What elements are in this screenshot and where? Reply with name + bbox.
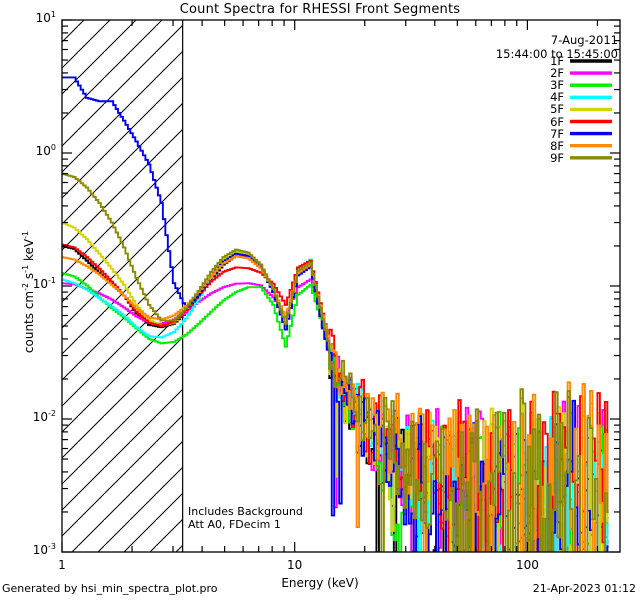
observation-time-range: 15:44:00 to 15:45:00 xyxy=(495,47,618,61)
x-tick-label-0: 1 xyxy=(58,558,66,572)
legend-label-6f: 6F xyxy=(550,114,564,129)
y-axis-label: counts cm-2 s-1 keV-1 xyxy=(21,167,36,417)
excluded-energy-band xyxy=(62,20,184,552)
legend-label-8f: 8F xyxy=(550,138,564,153)
y-tick-label-2: 10-1 xyxy=(32,276,56,292)
y-tick-label-0: 101 xyxy=(35,10,56,26)
legend-label-4f: 4F xyxy=(550,90,564,105)
y-tick-label-1: 100 xyxy=(35,143,56,159)
x-tick-label-2: 100 xyxy=(515,558,539,572)
y-axis-exp-2: -1 xyxy=(21,264,30,273)
spectrum-curve-6f xyxy=(62,243,609,552)
annotation-attenuator-state: Att A0, FDecim 1 xyxy=(188,518,281,531)
observation-date: 7-Aug-2011 xyxy=(550,33,618,47)
y-tick-label-3: 10-2 xyxy=(32,409,56,425)
y-tick-label-4: 10-3 xyxy=(32,542,56,558)
legend-label-5f: 5F xyxy=(550,102,564,117)
page-title: Count Spectra for RHESSI Front Segments xyxy=(179,2,461,17)
legend-label-9f: 9F xyxy=(550,150,564,165)
y-axis-label-text: counts cm xyxy=(22,290,36,354)
x-tick-label-1: 10 xyxy=(287,558,303,572)
annotation-includes-background: Includes Background xyxy=(188,505,303,518)
y-axis-exp-3: -1 xyxy=(21,230,30,239)
footer-generator: Generated by hsi_min_spectra_plot.pro xyxy=(2,582,218,595)
legend-label-2f: 2F xyxy=(550,66,564,81)
plot-axes xyxy=(61,19,621,553)
legend-swatches xyxy=(570,59,612,160)
spectrum-curve-9f xyxy=(62,172,609,552)
x-axis-label: Energy (keV) xyxy=(281,576,359,590)
footer-timestamp: 21-Apr-2023 01:12 xyxy=(532,582,636,595)
y-axis-label-mid: s xyxy=(22,272,36,283)
legend-label-3f: 3F xyxy=(550,78,564,93)
y-axis-exp-1: -2 xyxy=(21,282,30,291)
legend-label-7f: 7F xyxy=(550,126,564,141)
y-axis-label-mid2: keV xyxy=(22,238,36,265)
legend-label-1f: 1F xyxy=(550,54,564,68)
